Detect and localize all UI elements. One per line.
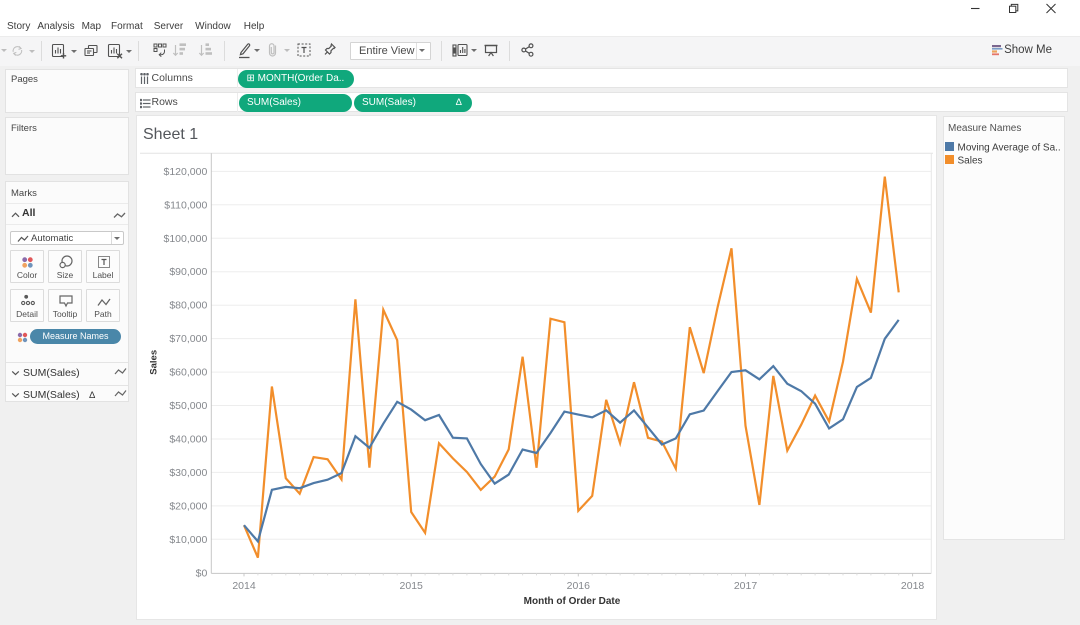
svg-text:Month of Order Date: Month of Order Date bbox=[524, 596, 621, 607]
svg-text:$20,000: $20,000 bbox=[169, 500, 207, 512]
svg-text:$70,000: $70,000 bbox=[169, 333, 207, 345]
svg-text:2015: 2015 bbox=[400, 580, 424, 592]
svg-text:$60,000: $60,000 bbox=[169, 367, 207, 379]
svg-text:2016: 2016 bbox=[567, 580, 591, 592]
svg-text:$100,000: $100,000 bbox=[164, 233, 208, 245]
svg-text:$10,000: $10,000 bbox=[169, 534, 207, 546]
svg-text:$50,000: $50,000 bbox=[169, 400, 207, 412]
svg-text:2014: 2014 bbox=[232, 580, 256, 592]
svg-text:2017: 2017 bbox=[734, 580, 758, 592]
svg-text:$0: $0 bbox=[196, 567, 208, 579]
svg-text:$90,000: $90,000 bbox=[169, 266, 207, 278]
svg-text:Sales: Sales bbox=[149, 350, 160, 375]
svg-text:$30,000: $30,000 bbox=[169, 467, 207, 479]
svg-text:$110,000: $110,000 bbox=[164, 199, 207, 211]
svg-text:$40,000: $40,000 bbox=[169, 434, 207, 446]
svg-text:$80,000: $80,000 bbox=[169, 300, 207, 312]
svg-text:2018: 2018 bbox=[901, 580, 925, 592]
svg-text:$120,000: $120,000 bbox=[164, 166, 208, 178]
